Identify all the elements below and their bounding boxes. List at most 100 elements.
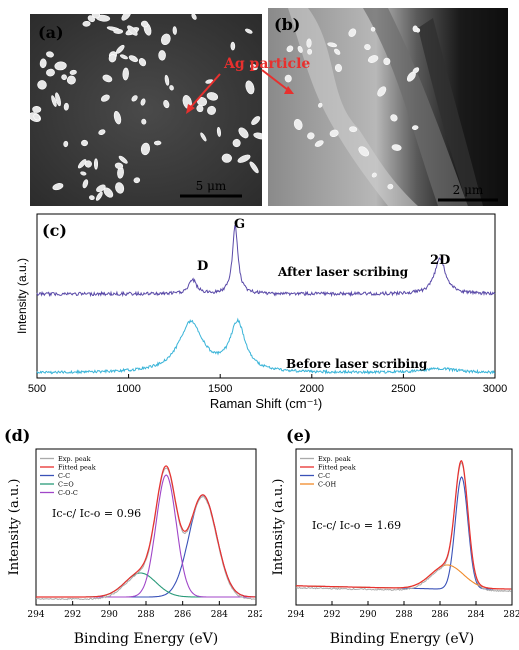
ag-particle [100, 94, 110, 102]
ag-arrowhead-left [186, 104, 195, 114]
ag-particle [334, 48, 341, 55]
ag-particle [307, 132, 315, 140]
ag-particle [191, 14, 197, 20]
ag-particles-a [30, 14, 262, 201]
ag-particle [249, 161, 259, 174]
ag-particle [314, 140, 324, 147]
raman-before-series [36, 317, 496, 375]
ag-particle [63, 140, 69, 148]
ag-particle [297, 45, 303, 53]
ag-particle [84, 160, 92, 168]
legend-entry: C-O-C [58, 489, 78, 497]
xps-d-xlabel: Binding Energy (eV) [74, 631, 219, 647]
ag-particle [349, 126, 358, 133]
xps-d-xticks: 294 292 290 288 286 284 282 [27, 601, 262, 620]
ag-particle [216, 126, 221, 137]
xps-d-ratio: Ic-c/ Ic-o = 0.96 [52, 507, 141, 520]
ag-particle [121, 14, 131, 21]
ag-particle [55, 92, 61, 107]
xps-xtick-label: 286 [431, 610, 448, 620]
ag-particle [412, 25, 418, 33]
ag-particle [334, 63, 342, 72]
ag-particle [329, 129, 339, 138]
ag-particle [371, 172, 377, 178]
ag-particle [411, 125, 419, 130]
ag-particle [119, 54, 128, 60]
xps-e-xticks: 294 292 290 288 286 284 282 [287, 601, 519, 620]
ag-particle [377, 86, 387, 97]
xps-e-curves [295, 460, 512, 593]
ag-particle [108, 54, 117, 63]
ag-particle [238, 127, 249, 139]
raman-xtick-label: 1500 [208, 383, 232, 395]
ag-arrowhead-right [284, 86, 294, 94]
ag-particle [172, 26, 177, 35]
ag-particle [164, 74, 170, 86]
ag-particle [115, 44, 125, 54]
ag-arrow-left [189, 73, 221, 109]
co-component [36, 572, 256, 598]
raman-xtick-label: 2500 [391, 383, 415, 395]
ag-particle [33, 113, 41, 121]
xps-xtick-label: 294 [287, 610, 304, 620]
ag-particle [115, 182, 125, 194]
ag-particle [286, 45, 294, 53]
ag-particle [122, 67, 129, 81]
ag-particle [358, 146, 370, 157]
ag-particle [131, 95, 138, 102]
legend-entry: Exp. peak [318, 455, 351, 463]
ag-particle [37, 80, 47, 90]
ag-particle [245, 80, 255, 95]
ag-particle [196, 104, 204, 113]
ag-particles-b [284, 25, 421, 190]
xps-xtick-label: 286 [174, 610, 191, 620]
ag-particle [251, 116, 261, 126]
ag-particle [390, 114, 398, 122]
ag-particle [284, 74, 292, 83]
ag-particle [307, 48, 313, 55]
xps-e-ratio: Ic-c/ Ic-o = 1.69 [312, 519, 401, 532]
raman-xtick-label: 1000 [116, 383, 140, 395]
ag-particle [82, 20, 91, 27]
ag-particle [245, 28, 253, 34]
ag-particle [69, 69, 77, 75]
ag-particle [98, 129, 106, 135]
ag-particle [250, 63, 258, 71]
xps-xtick-label: 294 [27, 610, 44, 620]
scale-label-b: 2 μm [453, 183, 484, 197]
xps-xtick-label: 290 [101, 610, 118, 620]
xps-xtick-label: 282 [503, 610, 519, 620]
ag-particle [140, 142, 151, 156]
ag-annotation-overlay: Ag particle [186, 56, 310, 114]
ag-particle [140, 98, 146, 106]
raman-ylabel: Intensity (a.u.) [15, 258, 29, 334]
ag-particle [306, 38, 312, 48]
ag-particle [81, 139, 89, 147]
xps-xtick-label: 284 [211, 610, 228, 620]
ag-particle-label: Ag particle [223, 56, 310, 72]
xps-xtick-label: 292 [64, 610, 81, 620]
sem-image-a: (a) 5 μm [30, 14, 262, 206]
ag-particle [46, 51, 54, 58]
scale-label-a: 5 μm [196, 179, 227, 193]
raman-frame [36, 213, 496, 379]
ag-particle [200, 132, 207, 142]
legend-entry: C-C [58, 472, 70, 480]
raman-xtick-label: 500 [28, 383, 46, 395]
ag-particle [96, 184, 106, 193]
ag-particle [118, 155, 128, 164]
xps-d-ylabel: Intensity (a.u.) [7, 479, 22, 576]
panel-c-letter: (c) [42, 221, 67, 240]
ag-particle [77, 159, 87, 169]
ag-particle [153, 140, 162, 146]
panel-b-letter: (b) [274, 15, 300, 34]
raman-after-series [36, 224, 496, 298]
xps-d-curves [35, 465, 256, 601]
ag-particle [114, 162, 124, 170]
legend-entry: C-OH [318, 481, 336, 489]
ag-particle [66, 75, 76, 85]
ag-particle [237, 154, 251, 163]
